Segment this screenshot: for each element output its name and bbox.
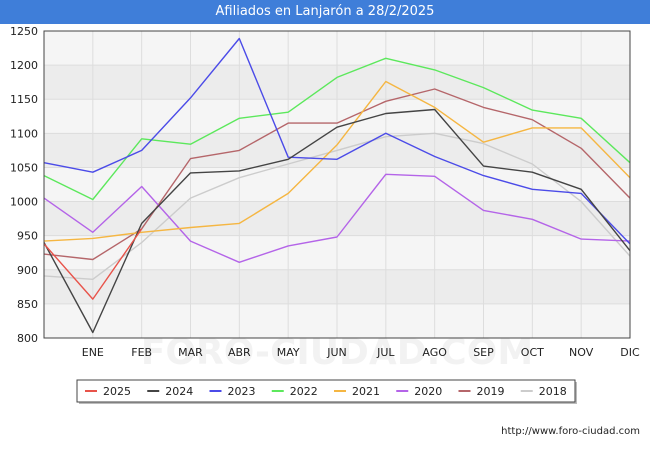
series-line-2024 [43,108,631,334]
y-tick-label: 900 [17,264,38,277]
legend-box [76,379,576,403]
chart-title: Afiliados en Lanjarón a 28/2/2025 [0,0,650,24]
x-axis-ticks: ENE FEB MAR ABR MAY JUN JUL AGO SEP OCT NOV DIC [82,346,640,359]
y-axis-ticks: 800 850 900 950 1000 1050 1100 1150 1200 1250 [10,25,38,345]
x-tick-label: JUL [376,346,395,359]
y-tick-label: 1100 [10,127,38,140]
x-tick-label: MAR [178,346,203,359]
y-tick-label: 1000 [10,196,38,209]
x-tick-label: ENE [82,346,104,359]
x-tick-label: SEP [473,346,494,359]
y-tick-label: 1150 [10,93,38,106]
x-tick-label: FEB [131,346,152,359]
x-tick-label: NOV [569,346,594,359]
series-line-2020 [43,173,631,263]
legend-label-2025: 2025 [103,385,131,398]
x-tick-label: DIC [620,346,640,359]
legend-label-2022: 2022 [290,385,318,398]
watermark-text: FORO-CIUDAD.COM [141,332,533,373]
y-tick-label: 850 [17,298,38,311]
legend-label-2023: 2023 [228,385,256,398]
series-line-2022 [43,57,631,201]
plot-frame [43,30,631,339]
legend-label-2018: 2018 [539,385,567,398]
y-tick-label: 1250 [10,25,38,38]
legend-label-2021: 2021 [352,385,380,398]
series-layer [43,37,631,334]
series-line-2025 [43,228,143,300]
legend-label-2024: 2024 [165,385,193,398]
y-tick-label: 950 [17,230,38,243]
x-tick-label: MAY [277,346,300,359]
x-tick-label: ABR [228,346,251,359]
series-line-2023 [43,37,631,245]
x-tick-label: JUN [326,346,347,359]
y-tick-label: 1050 [10,161,38,174]
y-tick-label: 1200 [10,59,38,72]
x-tick-label: AGO [422,346,447,359]
legend-label-2020: 2020 [414,385,442,398]
series-line-2018 [43,132,631,280]
source-url: http://www.foro-ciudad.com [501,426,640,437]
y-tick-label: 800 [17,332,38,345]
legend-label-2019: 2019 [477,385,505,398]
x-tick-label: OCT [521,346,544,359]
legend: 2025 2024 2023 2022 2021 2020 2019 2018 [76,379,577,404]
series-line-2021 [43,80,631,242]
